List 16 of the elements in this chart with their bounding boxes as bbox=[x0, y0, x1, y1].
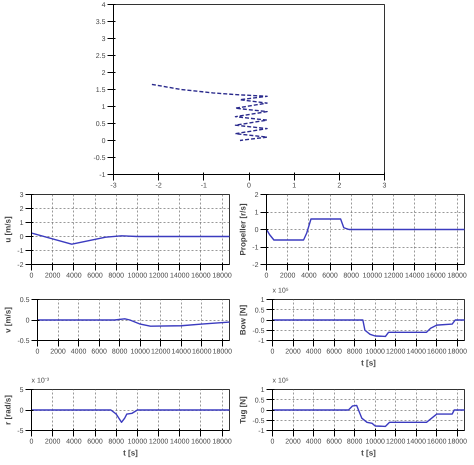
line-series bbox=[266, 218, 464, 241]
y-axis-title: Bow [N] bbox=[238, 304, 248, 336]
line-series bbox=[151, 84, 268, 142]
y-axis-title: Tug [N] bbox=[238, 396, 248, 424]
y-axis-title: Propeller [r/s] bbox=[238, 203, 248, 256]
line-series bbox=[32, 409, 230, 423]
y-axis-title: r [rad/s] bbox=[3, 394, 12, 425]
y-axis-title: u [m/s] bbox=[3, 216, 12, 243]
x-axis-title: t [s] bbox=[361, 358, 376, 368]
line-series bbox=[32, 232, 230, 245]
line-series bbox=[38, 318, 230, 327]
x-axis-title: t [s] bbox=[123, 448, 138, 458]
line-series bbox=[272, 319, 464, 338]
x-axis-title: t [s] bbox=[361, 448, 376, 458]
line-series bbox=[272, 404, 464, 428]
y-axis-title: v [m/s] bbox=[3, 306, 12, 333]
